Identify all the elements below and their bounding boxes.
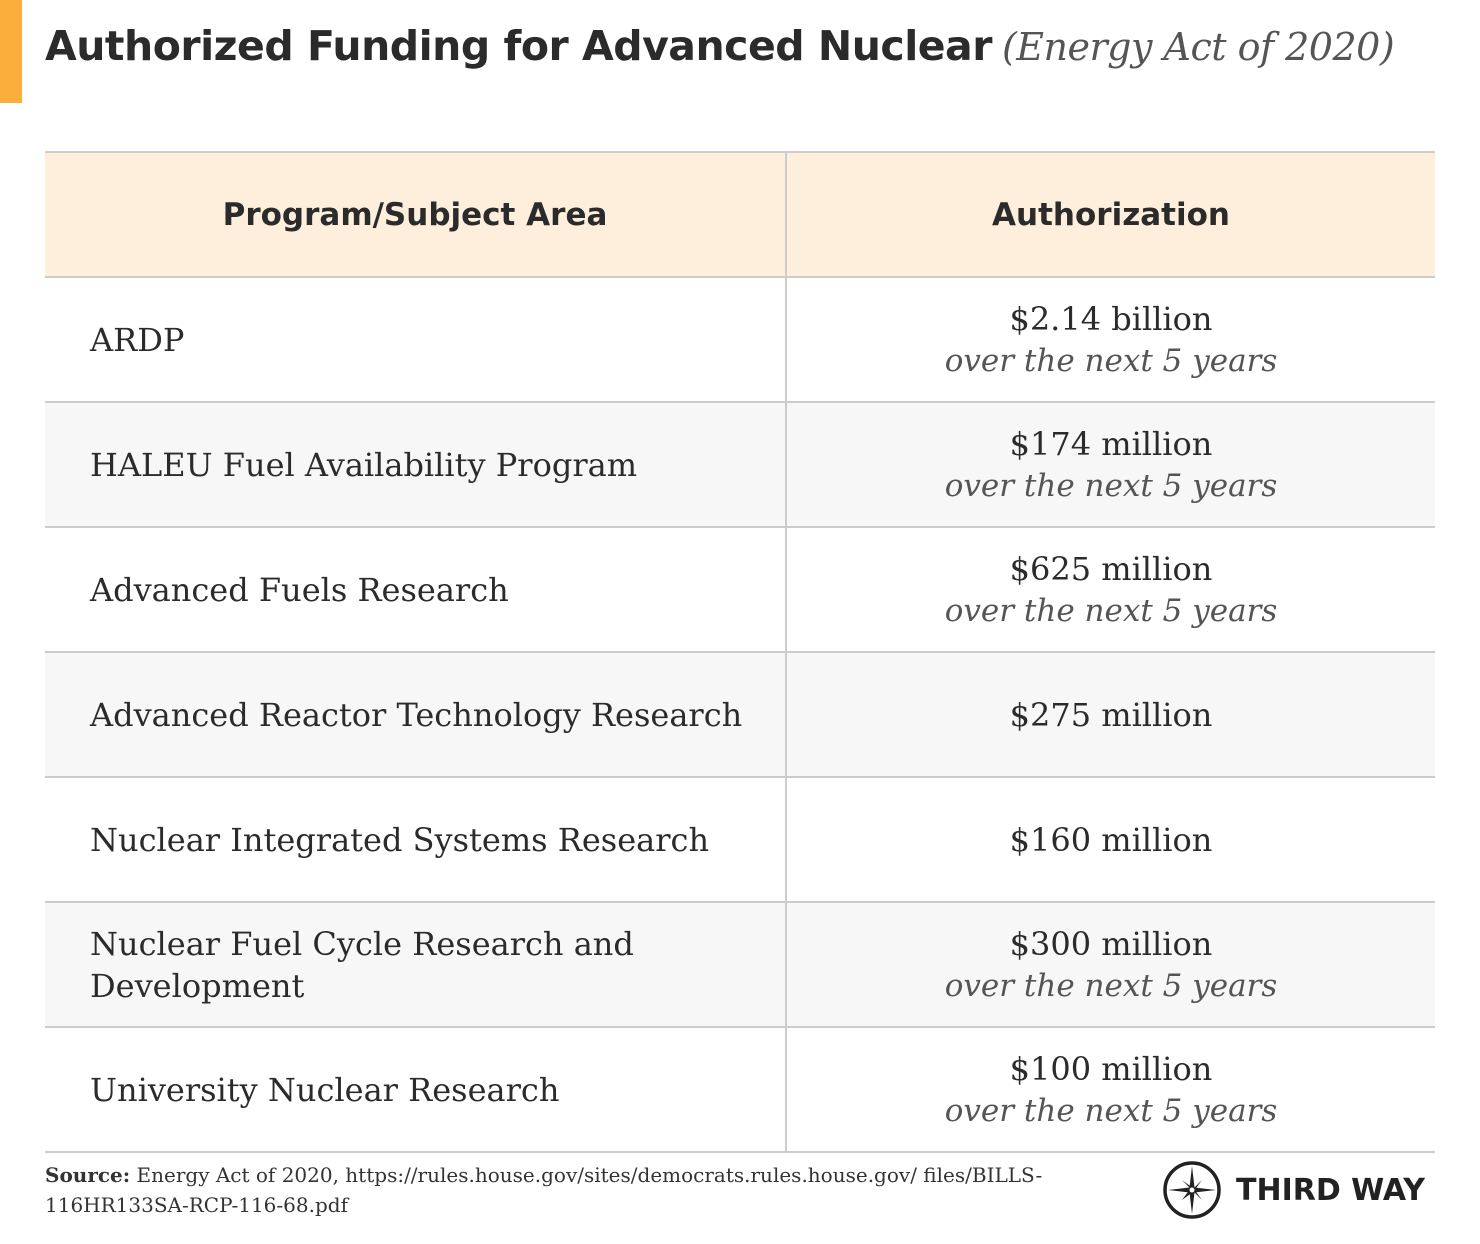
source-text: Energy Act of 2020, https://rules.house.…: [45, 1163, 1043, 1217]
authorization-cell: $2.14 billion over the next 5 years: [786, 277, 1435, 403]
amount: $174 million: [1009, 424, 1213, 463]
amount: $160 million: [1009, 820, 1213, 859]
authorization-cell: $174 million over the next 5 years: [786, 402, 1435, 528]
table-row: University Nuclear Research $100 million o…: [45, 1027, 1435, 1153]
program-cell: Nuclear Integrated Systems Research: [45, 777, 787, 903]
period-note: over the next 5 years: [944, 342, 1278, 379]
amount: $300 million: [1009, 924, 1213, 963]
third-way-logo: THIRD WAY: [1162, 1160, 1425, 1220]
program-cell: Advanced Fuels Research: [45, 527, 787, 653]
program-cell: ARDP: [45, 277, 787, 403]
authorization-cell: $275 million: [786, 652, 1435, 778]
amount: $2.14 billion: [1009, 299, 1213, 338]
accent-bar: [0, 0, 22, 103]
authorization-cell: $160 million: [786, 777, 1435, 903]
amount: $625 million: [1009, 549, 1213, 588]
program-cell: Nuclear Fuel Cycle Research and Developm…: [45, 902, 787, 1028]
logo-text: THIRD WAY: [1236, 1172, 1425, 1208]
program-cell: Advanced Reactor Technology Research: [45, 652, 787, 778]
title-text: Authorized Funding for Advanced Nuclear: [45, 22, 992, 70]
source-note: Source: Energy Act of 2020, https://rule…: [45, 1160, 1045, 1220]
period-note: over the next 5 years: [944, 967, 1278, 1004]
column-header-program: Program/Subject Area: [45, 151, 787, 278]
table-row: ARDP $2.14 billion over the next 5 years: [45, 277, 1435, 403]
compass-star-icon: [1163, 1161, 1221, 1219]
table-row: Nuclear Fuel Cycle Research and Developm…: [45, 902, 1435, 1028]
table-row: Nuclear Integrated Systems Research $160 …: [45, 777, 1435, 903]
table-row: Advanced Reactor Technology Research $275…: [45, 652, 1435, 778]
program-cell: HALEU Fuel Availability Program: [45, 402, 787, 528]
page-subtitle: (Energy Act of 2020): [1001, 25, 1395, 69]
table-row: Advanced Fuels Research $625 million over …: [45, 527, 1435, 653]
authorization-cell: $100 million over the next 5 years: [786, 1027, 1435, 1153]
amount: $100 million: [1009, 1049, 1213, 1088]
source-label: Source:: [45, 1163, 131, 1187]
table-header-row: Program/Subject Area Authorization: [45, 151, 1435, 278]
authorization-cell: $625 million over the next 5 years: [786, 527, 1435, 653]
amount: $275 million: [1009, 695, 1213, 734]
period-note: over the next 5 years: [944, 592, 1278, 629]
authorization-cell: $300 million over the next 5 years: [786, 902, 1435, 1028]
column-header-authorization: Authorization: [786, 151, 1435, 278]
period-note: over the next 5 years: [944, 467, 1278, 504]
page-title: Authorized Funding for Advanced Nuclear(…: [45, 22, 1395, 70]
program-cell: University Nuclear Research: [45, 1027, 787, 1153]
period-note: over the next 5 years: [944, 1092, 1278, 1129]
table-row: HALEU Fuel Availability Program $174 mill…: [45, 402, 1435, 528]
funding-table: Program/Subject Area Authorization ARDP $…: [45, 151, 1435, 1153]
